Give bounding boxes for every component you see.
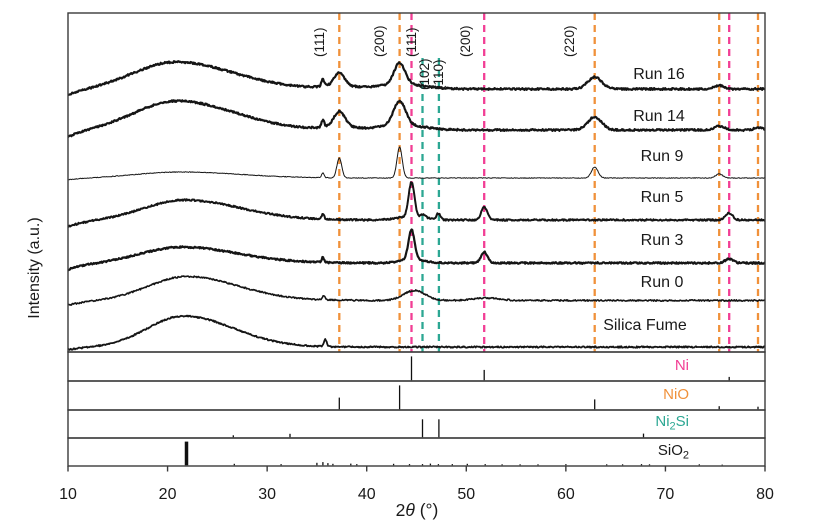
series-label-run-14: Run 14 bbox=[633, 108, 685, 125]
xrd-traces-layer bbox=[68, 60, 765, 351]
reference-panel-frame bbox=[67, 351, 766, 382]
peak-label-ni2si-110: (110) bbox=[431, 59, 446, 90]
reference-label-main: Ni bbox=[655, 413, 669, 430]
x-tick-label: 50 bbox=[457, 486, 475, 503]
series-label-run-5: Run 5 bbox=[641, 189, 684, 206]
x-tick-label: 80 bbox=[756, 486, 774, 503]
guide-lines-layer bbox=[338, 13, 760, 352]
reference-label-main: SiO bbox=[658, 442, 683, 459]
x-tick-label: 40 bbox=[358, 486, 376, 503]
annotation-labels-layer: Run 16 Run 14 Run 9 Run 5 Run 3 Run 0 Silica F… bbox=[312, 25, 689, 461]
series-label-run-3: Run 3 bbox=[641, 232, 684, 249]
x-axis-label: 2θ (°) bbox=[396, 500, 439, 520]
reference-label-ni: Ni bbox=[675, 357, 689, 374]
series-label-run-0: Run 0 bbox=[641, 274, 684, 291]
reference-panel-frame bbox=[67, 437, 766, 467]
reference-label-tail: Si bbox=[676, 413, 689, 430]
y-axis-label: Intensity (a.u.) bbox=[26, 217, 43, 318]
reference-label-main: NiO bbox=[663, 386, 689, 403]
reference-label-ni2si: Ni2Si bbox=[655, 413, 689, 433]
peak-label-nio-111: (111) bbox=[312, 27, 327, 57]
x-axis-label-theta: θ bbox=[405, 500, 415, 520]
peak-label-nio-220: (220) bbox=[562, 25, 577, 57]
trace-run-16 bbox=[68, 60, 765, 97]
series-label-silica-fume: Silica Fume bbox=[603, 317, 687, 334]
x-tick-label: 30 bbox=[258, 486, 276, 503]
peak-label-ni-111: (111) bbox=[404, 27, 419, 57]
reference-bars-layer bbox=[184, 356, 759, 466]
trace-run-0 bbox=[68, 275, 765, 306]
panel-frames-layer bbox=[67, 12, 766, 467]
reference-label-sio2: SiO2 bbox=[658, 442, 689, 462]
trace-silica-fume bbox=[68, 314, 765, 351]
x-tick-label: 70 bbox=[657, 486, 675, 503]
reference-label-main: Ni bbox=[675, 357, 689, 374]
reference-label-subscript: 2 bbox=[670, 421, 676, 433]
x-tick-label: 60 bbox=[557, 486, 575, 503]
reference-label-subscript: 2 bbox=[683, 450, 689, 462]
peak-label-ni-200: (200) bbox=[458, 25, 473, 57]
x-tick-label: 10 bbox=[59, 486, 77, 503]
x-axis-label-unit: (°) bbox=[415, 500, 439, 520]
trace-run-3 bbox=[68, 228, 765, 272]
x-axis-label-prefix: 2 bbox=[396, 500, 406, 520]
trace-run-5 bbox=[68, 181, 765, 228]
series-label-run-9: Run 9 bbox=[641, 148, 684, 165]
x-axis-layer: 10 20 30 40 50 60 70 80 bbox=[59, 466, 774, 503]
series-label-run-16: Run 16 bbox=[633, 66, 685, 83]
reference-label-nio: NiO bbox=[663, 386, 689, 403]
peak-label-nio-200: (200) bbox=[372, 25, 387, 57]
trace-run-14 bbox=[68, 99, 765, 138]
x-tick-label: 20 bbox=[159, 486, 177, 503]
trace-run-9 bbox=[68, 146, 765, 181]
reference-panel-frame bbox=[67, 380, 766, 411]
peak-label-ni2si-102: (102) bbox=[417, 58, 432, 90]
